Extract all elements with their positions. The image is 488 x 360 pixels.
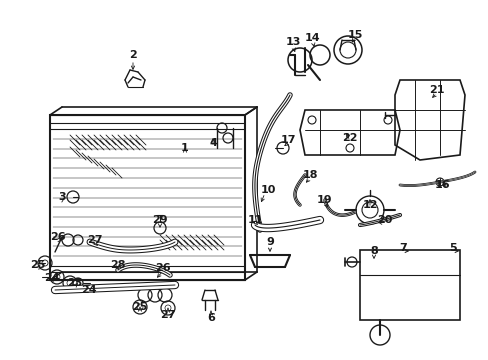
Text: 1: 1 <box>181 143 188 153</box>
Text: 3: 3 <box>58 192 66 202</box>
Text: 14: 14 <box>305 33 320 43</box>
Text: 5: 5 <box>448 243 456 253</box>
Text: 24: 24 <box>44 273 60 283</box>
Text: 12: 12 <box>362 200 377 210</box>
Text: 28: 28 <box>110 260 125 270</box>
Text: 25: 25 <box>132 302 147 312</box>
Text: 19: 19 <box>317 195 332 205</box>
Text: 7: 7 <box>398 243 406 253</box>
Text: 17: 17 <box>280 135 295 145</box>
Text: 9: 9 <box>265 237 273 247</box>
Text: 2: 2 <box>129 50 137 60</box>
Text: 6: 6 <box>206 313 215 323</box>
Text: 18: 18 <box>302 170 317 180</box>
Text: 26: 26 <box>155 263 170 273</box>
Text: 27: 27 <box>160 310 175 320</box>
Text: 24: 24 <box>81 285 97 295</box>
Text: 21: 21 <box>428 85 444 95</box>
Bar <box>50 115 244 280</box>
Text: 22: 22 <box>342 133 357 143</box>
Text: 25: 25 <box>30 260 45 270</box>
Text: 16: 16 <box>434 180 450 190</box>
Text: 29: 29 <box>152 215 167 225</box>
Text: 4: 4 <box>209 138 217 148</box>
Text: 11: 11 <box>247 215 262 225</box>
Text: 27: 27 <box>87 235 102 245</box>
Text: 20: 20 <box>377 215 392 225</box>
Text: 10: 10 <box>260 185 275 195</box>
Text: 23: 23 <box>67 278 82 288</box>
Text: 13: 13 <box>285 37 300 47</box>
Bar <box>359 250 459 320</box>
Text: 26: 26 <box>50 232 66 242</box>
Text: 15: 15 <box>346 30 362 40</box>
Text: 8: 8 <box>369 246 377 256</box>
